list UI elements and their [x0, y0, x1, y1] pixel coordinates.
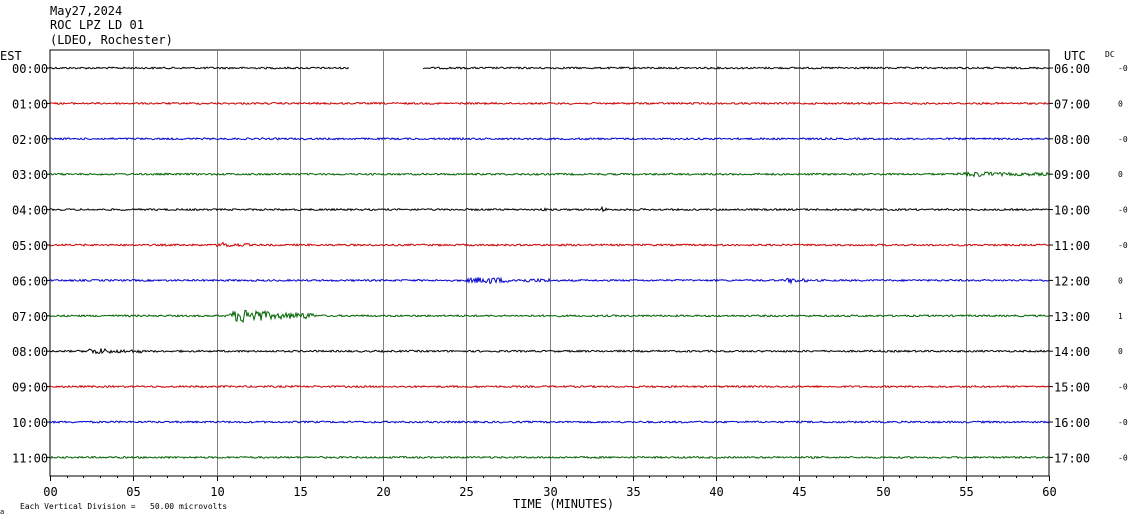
x-tick-label: 35 [626, 485, 640, 499]
utc-hour-label: 16:00 [1054, 416, 1090, 430]
utc-zone-label: UTC [1064, 49, 1086, 63]
x-tick-label: 25 [459, 485, 473, 499]
dc-offset-label: -0 [1118, 241, 1128, 250]
chart-grid [46, 49, 1053, 481]
x-tick-label: 45 [792, 485, 806, 499]
plot-frame [49, 49, 1050, 477]
dc-header-label: DC [1105, 50, 1115, 59]
dc-offset-label: 0 [1118, 170, 1123, 179]
utc-hour-label: 09:00 [1054, 168, 1090, 182]
dc-offset-label: -0 [1118, 453, 1128, 462]
x-tick-label: 10 [210, 485, 224, 499]
utc-hour-label: 11:00 [1054, 239, 1090, 253]
est-hour-label: 00:00 [12, 62, 48, 76]
utc-hour-label: 13:00 [1054, 310, 1090, 324]
x-tick-label: 40 [709, 485, 723, 499]
x-tick-label: 30 [543, 485, 557, 499]
est-hour-label: 11:00 [12, 451, 48, 465]
x-tick-label: 05 [126, 485, 140, 499]
dc-offset-label: -0 [1118, 64, 1128, 73]
seismic-trace-0100 [49, 101, 1050, 106]
dc-offset-label: -0 [1118, 418, 1128, 427]
utc-hour-label: 14:00 [1054, 345, 1090, 359]
seismic-trace-0800 [49, 348, 1050, 355]
seismic-trace-0600 [49, 276, 1050, 285]
seismic-trace-0200 [49, 136, 1050, 141]
utc-hour-label: 08:00 [1054, 133, 1090, 147]
dc-offset-label: 0 [1118, 99, 1123, 108]
dc-offset-label: 0 [1118, 276, 1123, 285]
x-tick-label: 20 [376, 485, 390, 499]
date-label: May27,2024 [50, 4, 123, 18]
est-hour-label: 05:00 [12, 239, 48, 253]
corner-mark: a [0, 508, 5, 516]
dc-offset-label: -0 [1118, 206, 1128, 215]
est-hour-label: 07:00 [12, 310, 48, 324]
seismic-traces [49, 66, 1050, 460]
est-hour-label: 01:00 [12, 97, 48, 111]
est-hour-label: 02:00 [12, 133, 48, 147]
station-label: ROC LPZ LD 01 [50, 18, 144, 32]
network-label: (LDEO, Rochester) [50, 33, 173, 47]
seismic-trace-0000 [49, 66, 1050, 70]
utc-hour-label: 15:00 [1054, 381, 1090, 395]
est-hour-label: 09:00 [12, 381, 48, 395]
seismic-trace-1100 [49, 455, 1050, 460]
seismic-trace-0500 [49, 241, 1049, 248]
seismic-trace-0900 [49, 384, 1050, 389]
seismic-trace-0400 [49, 205, 1050, 213]
x-tick-label: 00 [43, 485, 57, 499]
est-hour-label: 03:00 [12, 168, 48, 182]
dc-offset-label: -0 [1118, 383, 1128, 392]
est-hour-label: 10:00 [12, 416, 48, 430]
dc-offset-label: -0 [1118, 135, 1128, 144]
x-tick-label: 15 [293, 485, 307, 499]
seismic-trace-0700 [49, 309, 1050, 324]
x-tick-label: 60 [1042, 485, 1056, 499]
x-axis-title: TIME (MINUTES) [513, 497, 615, 511]
x-tick-label: 55 [959, 485, 973, 499]
utc-hour-label: 17:00 [1054, 451, 1090, 465]
dc-offset-label: 0 [1118, 347, 1123, 356]
utc-hour-label: 10:00 [1054, 204, 1090, 218]
est-hour-label: 06:00 [12, 274, 48, 288]
utc-hour-label: 07:00 [1054, 97, 1090, 111]
seismic-trace-0300 [49, 171, 1050, 178]
seismic-trace-1000 [49, 420, 1050, 424]
x-tick-label: 50 [876, 485, 890, 499]
est-hour-label: 04:00 [12, 204, 48, 218]
dc-offset-label: 1 [1118, 312, 1123, 321]
utc-hour-label: 06:00 [1054, 62, 1090, 76]
utc-hour-label: 12:00 [1054, 274, 1090, 288]
est-hour-label: 08:00 [12, 345, 48, 359]
est-zone-label: EST [0, 49, 22, 63]
scale-note: Each Vertical Division = 50.00 microvolt… [20, 502, 228, 511]
